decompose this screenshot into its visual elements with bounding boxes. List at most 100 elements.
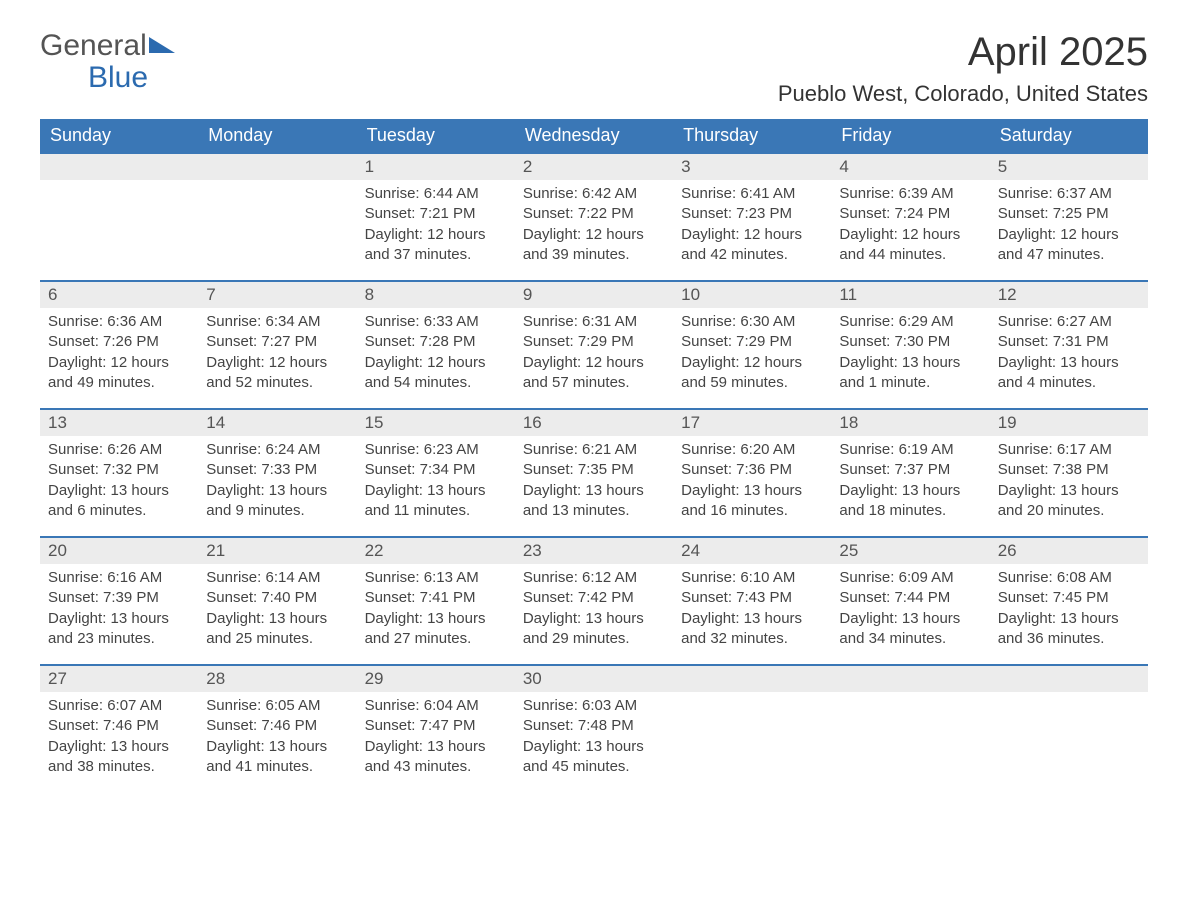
brand-part1: General (40, 29, 147, 62)
calendar-day-cell: 30Sunrise: 6:03 AMSunset: 7:48 PMDayligh… (515, 664, 673, 792)
day-sunset: Sunset: 7:39 PM (48, 588, 190, 608)
day-number: 13 (40, 410, 198, 436)
calendar-day-cell: 27Sunrise: 6:07 AMSunset: 7:46 PMDayligh… (40, 664, 198, 792)
calendar-table: SundayMondayTuesdayWednesdayThursdayFrid… (40, 119, 1148, 792)
day-number: 25 (831, 538, 989, 564)
day-details: Sunrise: 6:41 AMSunset: 7:23 PMDaylight:… (673, 180, 831, 271)
weekday-header: Thursday (673, 119, 831, 152)
month-title: April 2025 (778, 30, 1148, 75)
day-details (673, 692, 831, 702)
day-details: Sunrise: 6:21 AMSunset: 7:35 PMDaylight:… (515, 436, 673, 527)
day-daylight: Daylight: 13 hours and 43 minutes. (365, 737, 507, 778)
day-sunset: Sunset: 7:35 PM (523, 460, 665, 480)
day-number: 7 (198, 282, 356, 308)
day-details: Sunrise: 6:30 AMSunset: 7:29 PMDaylight:… (673, 308, 831, 399)
weekday-header: Wednesday (515, 119, 673, 152)
day-sunset: Sunset: 7:23 PM (681, 204, 823, 224)
day-details (990, 692, 1148, 702)
calendar-day-cell: 5Sunrise: 6:37 AMSunset: 7:25 PMDaylight… (990, 152, 1148, 280)
day-details: Sunrise: 6:29 AMSunset: 7:30 PMDaylight:… (831, 308, 989, 399)
day-details: Sunrise: 6:19 AMSunset: 7:37 PMDaylight:… (831, 436, 989, 527)
calendar-day-cell: 1Sunrise: 6:44 AMSunset: 7:21 PMDaylight… (357, 152, 515, 280)
day-number: 28 (198, 666, 356, 692)
calendar-day-cell: 29Sunrise: 6:04 AMSunset: 7:47 PMDayligh… (357, 664, 515, 792)
day-sunset: Sunset: 7:47 PM (365, 716, 507, 736)
calendar-day-cell: 8Sunrise: 6:33 AMSunset: 7:28 PMDaylight… (357, 280, 515, 408)
day-details: Sunrise: 6:33 AMSunset: 7:28 PMDaylight:… (357, 308, 515, 399)
day-daylight: Daylight: 12 hours and 47 minutes. (998, 225, 1140, 266)
day-number: 26 (990, 538, 1148, 564)
calendar-day-cell: 28Sunrise: 6:05 AMSunset: 7:46 PMDayligh… (198, 664, 356, 792)
day-sunrise: Sunrise: 6:19 AM (839, 440, 981, 460)
day-sunrise: Sunrise: 6:27 AM (998, 312, 1140, 332)
day-sunset: Sunset: 7:29 PM (523, 332, 665, 352)
day-sunrise: Sunrise: 6:34 AM (206, 312, 348, 332)
day-daylight: Daylight: 13 hours and 11 minutes. (365, 481, 507, 522)
calendar-day-cell: 15Sunrise: 6:23 AMSunset: 7:34 PMDayligh… (357, 408, 515, 536)
day-sunrise: Sunrise: 6:31 AM (523, 312, 665, 332)
day-details (40, 180, 198, 190)
weekday-header: Friday (831, 119, 989, 152)
calendar-day-cell: 7Sunrise: 6:34 AMSunset: 7:27 PMDaylight… (198, 280, 356, 408)
day-sunrise: Sunrise: 6:04 AM (365, 696, 507, 716)
day-sunset: Sunset: 7:21 PM (365, 204, 507, 224)
day-number: 2 (515, 154, 673, 180)
day-daylight: Daylight: 13 hours and 4 minutes. (998, 353, 1140, 394)
day-details: Sunrise: 6:39 AMSunset: 7:24 PMDaylight:… (831, 180, 989, 271)
day-daylight: Daylight: 13 hours and 41 minutes. (206, 737, 348, 778)
day-daylight: Daylight: 13 hours and 34 minutes. (839, 609, 981, 650)
title-block: April 2025 Pueblo West, Colorado, United… (778, 30, 1148, 115)
day-details: Sunrise: 6:44 AMSunset: 7:21 PMDaylight:… (357, 180, 515, 271)
day-details: Sunrise: 6:23 AMSunset: 7:34 PMDaylight:… (357, 436, 515, 527)
calendar-day-cell: 18Sunrise: 6:19 AMSunset: 7:37 PMDayligh… (831, 408, 989, 536)
day-sunrise: Sunrise: 6:20 AM (681, 440, 823, 460)
calendar-day-cell: 2Sunrise: 6:42 AMSunset: 7:22 PMDaylight… (515, 152, 673, 280)
day-daylight: Daylight: 12 hours and 52 minutes. (206, 353, 348, 394)
day-number: 4 (831, 154, 989, 180)
calendar-day-cell: 12Sunrise: 6:27 AMSunset: 7:31 PMDayligh… (990, 280, 1148, 408)
day-sunrise: Sunrise: 6:12 AM (523, 568, 665, 588)
day-daylight: Daylight: 12 hours and 42 minutes. (681, 225, 823, 266)
day-sunrise: Sunrise: 6:30 AM (681, 312, 823, 332)
calendar-day-cell: 20Sunrise: 6:16 AMSunset: 7:39 PMDayligh… (40, 536, 198, 664)
day-daylight: Daylight: 13 hours and 38 minutes. (48, 737, 190, 778)
day-sunset: Sunset: 7:38 PM (998, 460, 1140, 480)
day-sunset: Sunset: 7:37 PM (839, 460, 981, 480)
day-number: 3 (673, 154, 831, 180)
day-number: 14 (198, 410, 356, 436)
calendar-day-cell: 10Sunrise: 6:30 AMSunset: 7:29 PMDayligh… (673, 280, 831, 408)
day-sunrise: Sunrise: 6:39 AM (839, 184, 981, 204)
day-number (673, 666, 831, 692)
day-daylight: Daylight: 12 hours and 37 minutes. (365, 225, 507, 266)
day-sunrise: Sunrise: 6:29 AM (839, 312, 981, 332)
location-subtitle: Pueblo West, Colorado, United States (778, 81, 1148, 107)
day-sunrise: Sunrise: 6:10 AM (681, 568, 823, 588)
day-number: 10 (673, 282, 831, 308)
brand-part2: Blue (88, 61, 148, 94)
day-sunset: Sunset: 7:40 PM (206, 588, 348, 608)
day-sunrise: Sunrise: 6:44 AM (365, 184, 507, 204)
day-number: 1 (357, 154, 515, 180)
day-number: 9 (515, 282, 673, 308)
day-number: 5 (990, 154, 1148, 180)
day-sunset: Sunset: 7:25 PM (998, 204, 1140, 224)
day-details (198, 180, 356, 190)
day-sunset: Sunset: 7:22 PM (523, 204, 665, 224)
day-sunset: Sunset: 7:41 PM (365, 588, 507, 608)
day-sunrise: Sunrise: 6:08 AM (998, 568, 1140, 588)
calendar-day-cell: 6Sunrise: 6:36 AMSunset: 7:26 PMDaylight… (40, 280, 198, 408)
calendar-day-cell: 11Sunrise: 6:29 AMSunset: 7:30 PMDayligh… (831, 280, 989, 408)
day-number (831, 666, 989, 692)
day-daylight: Daylight: 12 hours and 59 minutes. (681, 353, 823, 394)
day-number (40, 154, 198, 180)
day-sunset: Sunset: 7:24 PM (839, 204, 981, 224)
day-number: 21 (198, 538, 356, 564)
day-daylight: Daylight: 13 hours and 6 minutes. (48, 481, 190, 522)
day-sunset: Sunset: 7:46 PM (206, 716, 348, 736)
calendar-day-cell: 19Sunrise: 6:17 AMSunset: 7:38 PMDayligh… (990, 408, 1148, 536)
day-daylight: Daylight: 13 hours and 36 minutes. (998, 609, 1140, 650)
calendar-week-row: 1Sunrise: 6:44 AMSunset: 7:21 PMDaylight… (40, 152, 1148, 280)
day-details: Sunrise: 6:05 AMSunset: 7:46 PMDaylight:… (198, 692, 356, 783)
day-sunrise: Sunrise: 6:09 AM (839, 568, 981, 588)
weekday-header: Monday (198, 119, 356, 152)
